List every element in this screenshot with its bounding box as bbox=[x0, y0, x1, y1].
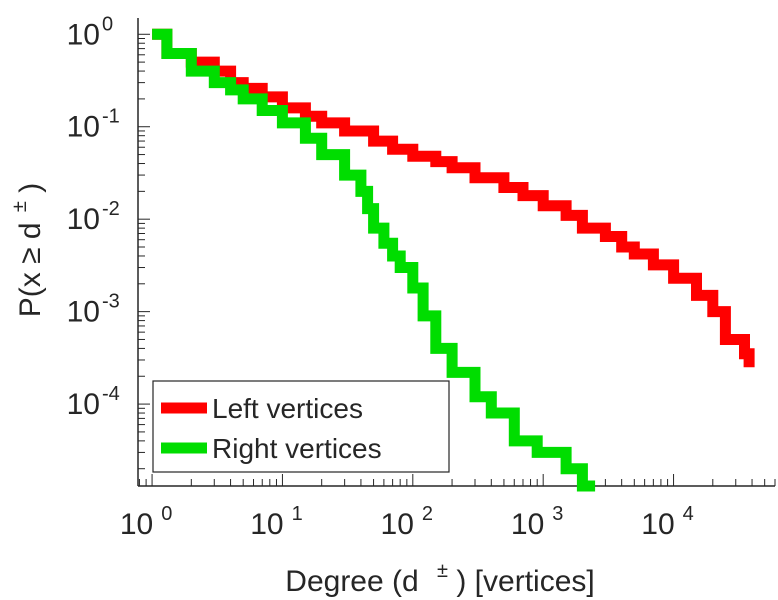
x-axis-label-tail: ) [vertices] bbox=[456, 565, 594, 598]
y-tick-label-base: 10 bbox=[67, 18, 100, 51]
x-tick-label-base: 10 bbox=[381, 508, 414, 541]
y-tick-label: 10 -1 bbox=[67, 106, 120, 144]
x-tick-label-base: 10 bbox=[250, 508, 283, 541]
x-tick-label-base: 10 bbox=[641, 508, 674, 541]
legend-box bbox=[152, 380, 450, 473]
legend-entry-label: Left vertices bbox=[212, 393, 363, 424]
x-tick-label-exponent: 0 bbox=[161, 503, 172, 525]
y-tick-label: 10 -4 bbox=[67, 383, 120, 421]
series-line-left-vertices bbox=[152, 28, 755, 368]
y-tick-label-base: 10 bbox=[67, 388, 100, 421]
x-axis-label-main: Degree (d bbox=[285, 565, 418, 598]
x-tick-label-exponent: 2 bbox=[422, 503, 433, 525]
y-axis-label-main: P(x ≥ d bbox=[14, 222, 47, 317]
x-tick-label: 10 3 bbox=[511, 503, 564, 541]
y-axis-label: P(x ≥ d ± ) bbox=[0, 183, 47, 318]
x-tick-label-base: 10 bbox=[511, 508, 544, 541]
x-tick-label: 10 1 bbox=[250, 503, 303, 541]
y-tick-label-exponent: -1 bbox=[102, 106, 120, 128]
x-tick-label: 10 4 bbox=[641, 503, 694, 541]
y-tick-label-exponent: 0 bbox=[102, 13, 113, 35]
legend-entry-label: Right vertices bbox=[212, 433, 382, 464]
x-tick-label-base: 10 bbox=[120, 508, 153, 541]
x-tick-label: 10 0 bbox=[120, 503, 173, 541]
y-tick-label-base: 10 bbox=[67, 296, 100, 329]
y-tick-label-exponent: -4 bbox=[102, 383, 120, 405]
x-axis-label-sup: ± bbox=[437, 560, 448, 582]
y-tick-label-exponent: -3 bbox=[102, 291, 120, 313]
series-layer bbox=[152, 28, 755, 492]
x-tick-label-exponent: 3 bbox=[552, 503, 563, 525]
legend: Left vertices Right vertices bbox=[152, 380, 450, 473]
x-tick-label-exponent: 1 bbox=[292, 503, 303, 525]
y-tick-label: 10 -3 bbox=[67, 291, 120, 329]
y-tick-label: 10 0 bbox=[67, 13, 114, 51]
y-tick-label-base: 10 bbox=[67, 203, 100, 236]
y-axis-label-tail: ) bbox=[14, 183, 47, 193]
x-tick-label-exponent: 4 bbox=[683, 503, 694, 525]
x-tick-label: 10 2 bbox=[381, 503, 434, 541]
y-tick-label-exponent: -2 bbox=[102, 198, 120, 220]
y-tick-label-base: 10 bbox=[67, 111, 100, 144]
series-line-right-vertices bbox=[152, 28, 596, 492]
x-axis-label: Degree (d ± ) [vertices] bbox=[285, 551, 594, 598]
axes-layer: 10 0 10 1 10 2 10 3 10 410 010 -110 -210 -310 -4 bbox=[67, 13, 776, 541]
y-tick-label: 10 -2 bbox=[67, 198, 120, 236]
y-axis-label-sup: ± bbox=[9, 201, 31, 212]
